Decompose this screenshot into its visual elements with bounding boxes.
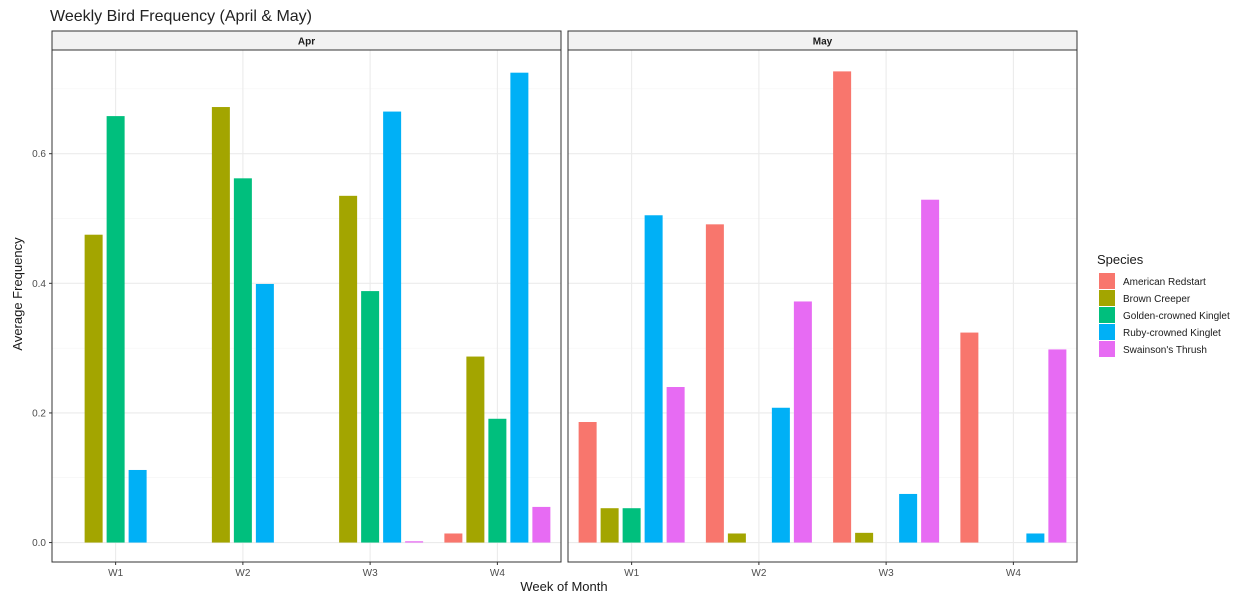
x-tick-label: W1 xyxy=(624,568,639,579)
bar-brown-creeper-w2 xyxy=(727,533,746,543)
bar-brown-creeper-w1 xyxy=(600,508,619,543)
legend-item: Swainson's Thrush xyxy=(1099,341,1207,357)
legend-item: Brown Creeper xyxy=(1099,290,1191,306)
legend-items: American Redstart Brown Creeper Golden-cro… xyxy=(1099,273,1230,357)
x-tick-label: W3 xyxy=(363,568,378,579)
y-tick-label: 0.0 xyxy=(32,538,46,549)
x-tick-label: W2 xyxy=(235,568,250,579)
bar-golden-crowned-kinglet-w1 xyxy=(106,116,125,543)
bar-brown-creeper-w1 xyxy=(84,234,103,543)
chart-title: Weekly Bird Frequency (April & May) xyxy=(50,8,312,25)
bar-swainson-s-thrush-w1 xyxy=(666,387,685,543)
bar-ruby-crowned-kinglet-w4 xyxy=(1026,533,1045,543)
facet-strip-label: May xyxy=(813,37,833,48)
legend-label: Ruby-crowned Kinglet xyxy=(1123,328,1221,339)
y-tick-label: 0.6 xyxy=(32,149,46,160)
bar-brown-creeper-w2 xyxy=(211,107,230,543)
bar-american-redstart-w4 xyxy=(960,332,979,543)
bar-american-redstart-w3 xyxy=(833,71,852,543)
x-tick-label: W2 xyxy=(751,568,766,579)
bar-swainson-s-thrush-w3 xyxy=(921,199,940,543)
legend-swatch xyxy=(1099,324,1115,340)
bar-brown-creeper-w3 xyxy=(855,532,874,543)
bar-swainson-s-thrush-w4 xyxy=(1048,349,1067,543)
facet-panel-apr: Apr W1 W2 W3 W4 0.0 0.2 0.4 0.6 xyxy=(32,30,562,579)
legend-swatch xyxy=(1099,273,1115,289)
bar-swainson-s-thrush-w3 xyxy=(405,541,424,543)
facet-strip-label: Apr xyxy=(298,37,315,48)
panels: Apr W1 W2 W3 W4 0.0 0.2 0.4 0.6 May W1 W2 W3 W4 xyxy=(32,30,1078,579)
bar-american-redstart-w4 xyxy=(444,533,463,543)
bar-golden-crowned-kinglet-w4 xyxy=(488,418,507,543)
y-tick-label: 0.2 xyxy=(32,408,46,419)
bar-ruby-crowned-kinglet-w4 xyxy=(510,72,529,543)
legend-swatch xyxy=(1099,290,1115,306)
bar-ruby-crowned-kinglet-w1 xyxy=(644,215,663,543)
bar-golden-crowned-kinglet-w1 xyxy=(622,508,641,543)
y-tick-label: 0.4 xyxy=(32,279,46,290)
legend-title: Species xyxy=(1097,252,1144,267)
facet-panel-may: May W1 W2 W3 W4 xyxy=(567,30,1078,579)
legend-item: American Redstart xyxy=(1099,273,1206,289)
legend-label: American Redstart xyxy=(1123,277,1206,288)
bar-brown-creeper-w3 xyxy=(339,195,358,543)
panel-border xyxy=(51,49,562,563)
bar-swainson-s-thrush-w2 xyxy=(793,301,812,543)
legend-swatch xyxy=(1099,307,1115,323)
legend-item: Ruby-crowned Kinglet xyxy=(1099,324,1221,340)
legend-item: Golden-crowned Kinglet xyxy=(1099,307,1230,323)
x-tick-label: W4 xyxy=(490,568,505,579)
bar-ruby-crowned-kinglet-w3 xyxy=(383,111,402,543)
bar-swainson-s-thrush-w4 xyxy=(532,506,551,543)
bar-american-redstart-w1 xyxy=(578,422,597,543)
x-tick-label: W4 xyxy=(1006,568,1021,579)
x-tick-label: W1 xyxy=(108,568,123,579)
bar-ruby-crowned-kinglet-w2 xyxy=(255,283,274,543)
x-axis-title: Week of Month xyxy=(520,579,607,594)
bar-brown-creeper-w4 xyxy=(466,356,485,543)
bar-golden-crowned-kinglet-w3 xyxy=(361,291,380,543)
legend-label: Golden-crowned Kinglet xyxy=(1123,311,1230,322)
y-axis-title: Average Frequency xyxy=(10,237,25,351)
legend-label: Brown Creeper xyxy=(1123,294,1191,305)
panel-border xyxy=(567,49,1078,563)
legend-label: Swainson's Thrush xyxy=(1123,345,1207,356)
bar-golden-crowned-kinglet-w2 xyxy=(233,178,252,543)
bar-ruby-crowned-kinglet-w3 xyxy=(899,493,918,543)
bar-american-redstart-w2 xyxy=(705,224,724,543)
legend-swatch xyxy=(1099,341,1115,357)
legend: Species American Redstart Brown Creeper Go… xyxy=(1097,252,1230,357)
bar-ruby-crowned-kinglet-w1 xyxy=(128,469,147,543)
x-tick-label: W3 xyxy=(879,568,894,579)
bar-ruby-crowned-kinglet-w2 xyxy=(771,407,790,543)
